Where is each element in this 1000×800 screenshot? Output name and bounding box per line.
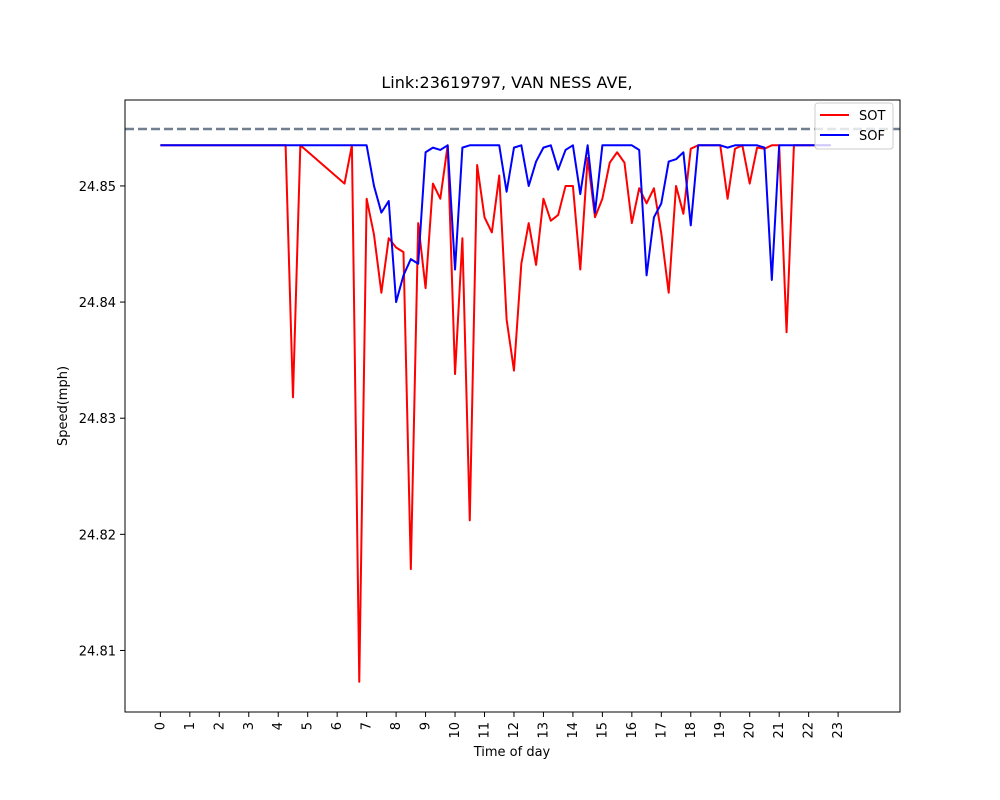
x-tick-label: 6 xyxy=(330,722,345,730)
x-tick-label: 0 xyxy=(153,722,168,730)
y-tick-label: 24.85 xyxy=(79,180,116,195)
x-tick-label: 16 xyxy=(625,722,640,739)
x-tick-label: 14 xyxy=(566,722,581,739)
y-tick-label: 24.83 xyxy=(79,412,116,427)
legend-label-sot: SOT xyxy=(859,109,885,124)
x-tick-label: 13 xyxy=(536,722,551,739)
series-layer xyxy=(125,127,900,683)
x-tick-label: 23 xyxy=(831,722,846,739)
x-tick-label: 19 xyxy=(713,722,728,739)
x-tick-label: 10 xyxy=(448,722,463,739)
legend-label-sof: SOF xyxy=(859,129,885,144)
x-tick-label: 21 xyxy=(772,722,787,739)
x-axis-label: Time of day xyxy=(473,745,551,760)
x-tick-label: 20 xyxy=(743,722,758,739)
y-axis-ticks: 24.81 24.82 24.83 24.84 24.85 xyxy=(79,180,125,659)
x-tick-label: 8 xyxy=(389,722,404,730)
plot-area-frame xyxy=(124,99,901,713)
x-tick-label: 12 xyxy=(507,722,522,739)
series-line-sot xyxy=(160,144,831,683)
x-tick-label: 9 xyxy=(419,722,434,730)
chart-title: Link:23619797, VAN NESS AVE, xyxy=(381,73,632,92)
x-tick-label: 7 xyxy=(360,722,375,730)
y-tick-label: 24.84 xyxy=(79,296,116,311)
x-tick-label: 18 xyxy=(684,722,699,739)
x-tick-label: 3 xyxy=(242,722,257,730)
legend: SOT SOF xyxy=(814,102,894,150)
x-tick-label: 15 xyxy=(595,722,610,739)
x-tick-label: 17 xyxy=(654,722,669,739)
y-tick-label: 24.82 xyxy=(79,528,116,543)
x-tick-label: 1 xyxy=(183,722,198,730)
y-tick-label: 24.81 xyxy=(79,644,116,659)
x-tick-label: 5 xyxy=(301,722,316,730)
x-axis-ticks: 0 1 2 3 4 5 6 7 8 9 10 11 12 13 14 15 16 17 18 19 20 21 22 23 xyxy=(153,712,846,739)
series-line-sof xyxy=(160,144,831,304)
x-tick-label: 2 xyxy=(212,722,227,730)
y-axis-label: Speed(mph) xyxy=(56,366,71,446)
x-tick-label: 4 xyxy=(271,722,286,730)
x-tick-label: 22 xyxy=(802,722,817,739)
x-tick-label: 11 xyxy=(478,722,493,739)
